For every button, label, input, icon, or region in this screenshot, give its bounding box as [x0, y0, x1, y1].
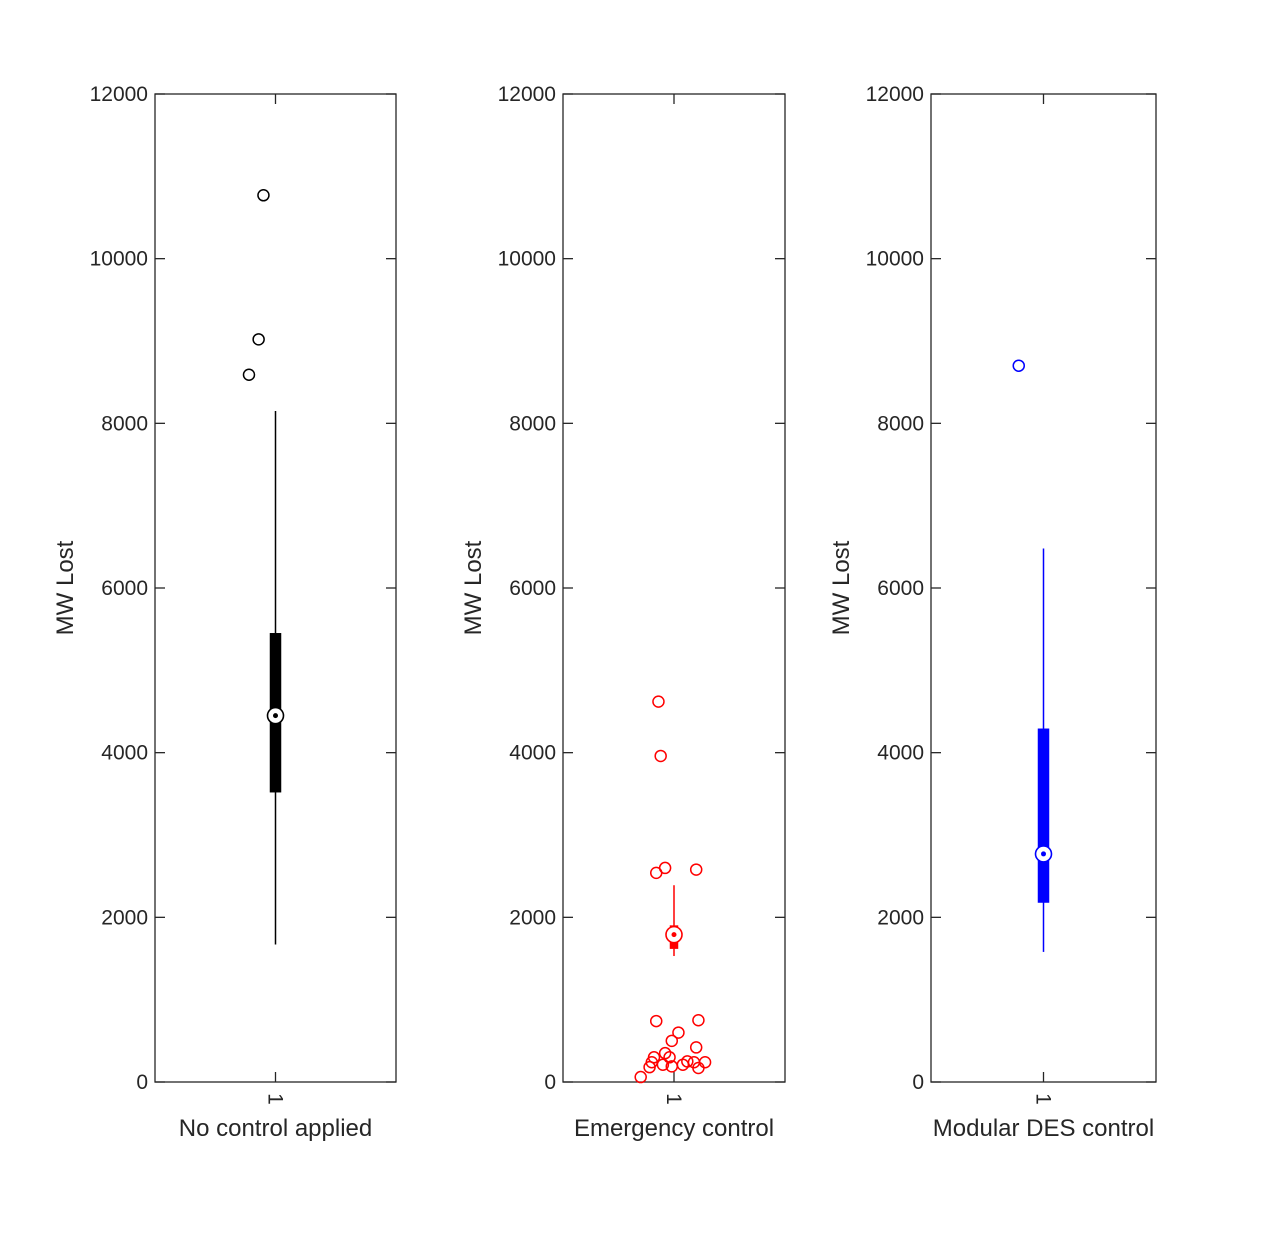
outlier-point	[634, 1070, 647, 1084]
outlier-point	[665, 1060, 679, 1073]
y-tick-label: 12000	[866, 83, 924, 106]
y-tick-label: 4000	[509, 742, 556, 765]
y-tick-label: 8000	[877, 412, 924, 435]
y-tick-label: 0	[544, 1071, 556, 1094]
outlier-point	[658, 1046, 672, 1060]
boxplot-panel-2: 0 2000 4000 6000 8000 10000 12000 1 Emergency co…	[460, 83, 786, 1142]
outlier-point	[663, 1051, 676, 1064]
y-tick-label: 6000	[101, 577, 148, 600]
y-axis-label: MW Lost	[460, 540, 487, 635]
y-tick-label: 10000	[90, 248, 148, 271]
y-axis-label: MW Lost	[52, 540, 79, 635]
x-axis-label: No control applied	[179, 1115, 372, 1142]
outlier-point	[672, 1026, 685, 1039]
outlier-point	[242, 368, 256, 382]
y-tick-label: 10000	[866, 248, 924, 271]
y-tick-label: 6000	[509, 577, 556, 600]
x-axis-label: Modular DES control	[933, 1115, 1154, 1142]
outlier-point	[252, 333, 265, 346]
x-axis-label: Emergency control	[574, 1115, 774, 1142]
median-dot	[671, 932, 677, 938]
y-tick-label: 6000	[877, 577, 924, 600]
outlier-point	[652, 695, 665, 708]
outlier-point	[689, 863, 703, 876]
y-tick-label: 0	[136, 1071, 148, 1094]
outlier-point	[692, 1014, 705, 1027]
y-tick-label: 2000	[101, 906, 148, 929]
x-tick-label: 1	[264, 1093, 287, 1105]
median-dot	[273, 713, 278, 719]
outlier-point	[649, 866, 663, 880]
outlier-point	[689, 1041, 703, 1054]
y-tick-label: 12000	[498, 83, 556, 106]
outlier-point	[257, 189, 270, 202]
y-tick-label: 4000	[877, 742, 924, 765]
median-dot	[1041, 851, 1046, 857]
outlier-point	[698, 1055, 712, 1069]
outlier-point	[1012, 359, 1025, 372]
x-tick-label: 1	[1032, 1093, 1055, 1105]
y-axis-label: MW Lost	[828, 540, 855, 635]
outlier-point	[643, 1060, 656, 1074]
outlier-point	[656, 1058, 670, 1071]
outlier-point	[665, 1034, 679, 1048]
y-tick-label: 2000	[877, 906, 924, 929]
outlier-point	[654, 749, 667, 763]
y-tick-label: 4000	[101, 742, 148, 765]
boxplot-panel-3: 0 2000 4000 6000 8000 10000 12000 1 Modular DES …	[828, 83, 1157, 1142]
y-tick-label: 12000	[90, 83, 148, 106]
x-tick-label: 1	[662, 1093, 685, 1105]
y-tick-label: 8000	[509, 412, 556, 435]
boxplot-panel-1: 0 2000 4000 6000 8000 10000 12000 1 No control a…	[52, 83, 397, 1142]
iqr-box	[1037, 728, 1050, 903]
y-tick-label: 8000	[101, 412, 148, 435]
outlier-point	[692, 1061, 705, 1075]
outlier-point	[649, 1014, 663, 1028]
y-tick-label: 10000	[498, 248, 556, 271]
y-tick-label: 2000	[509, 906, 556, 929]
y-tick-label: 0	[912, 1071, 924, 1094]
